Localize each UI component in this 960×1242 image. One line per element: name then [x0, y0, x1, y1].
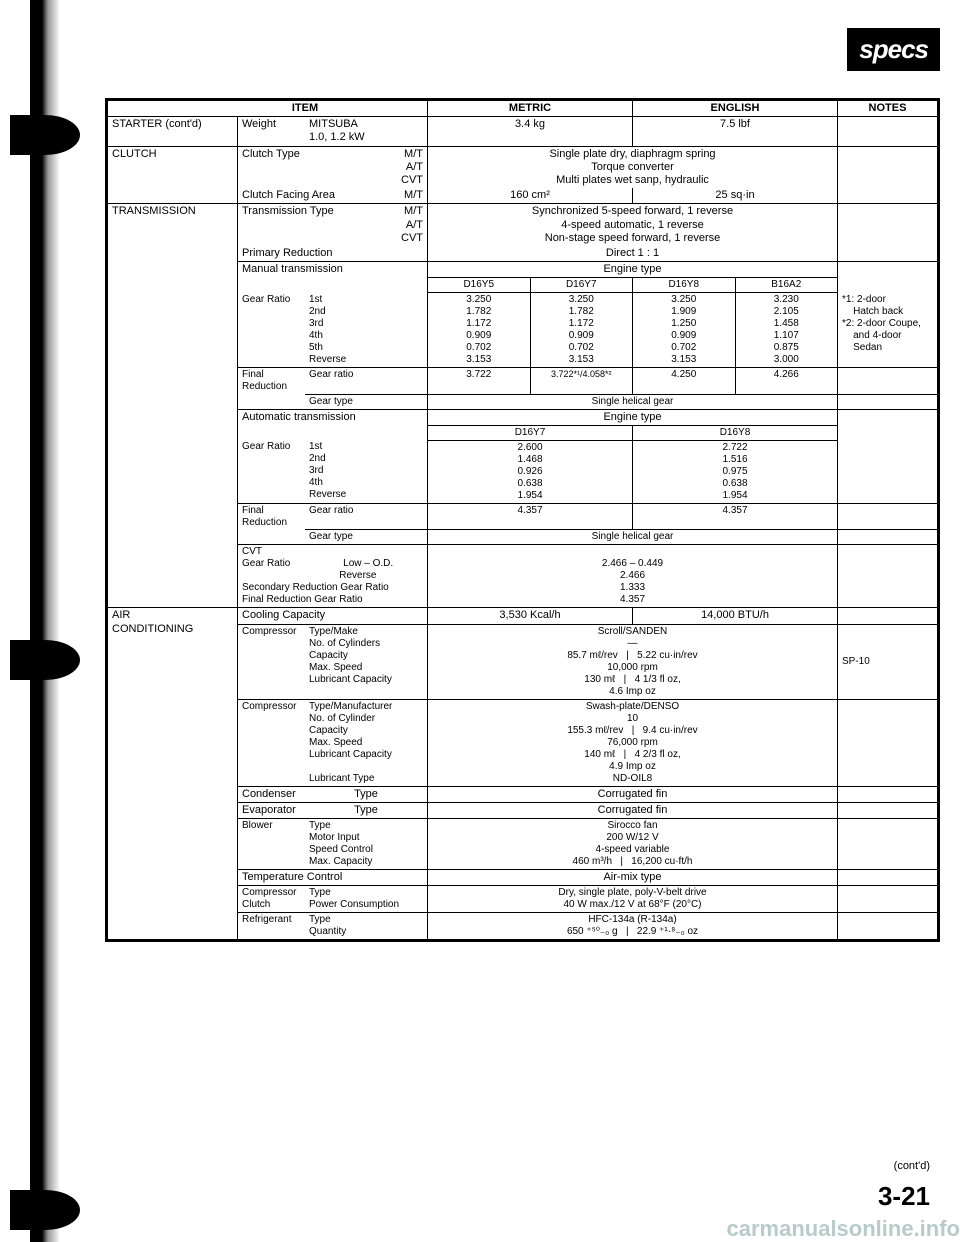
binder-tab — [10, 1190, 80, 1230]
ratios-d16y7: 3.250 1.782 1.172 0.909 0.702 3.153 — [530, 293, 633, 368]
auto-eng-col-d16y7: D16Y7 — [428, 425, 633, 440]
temp-control-val: Air-mix type — [428, 870, 838, 886]
condenser-item: Type — [305, 786, 428, 802]
auto-ratios-d16y7: 2.600 1.468 0.926 0.638 1.954 — [428, 440, 633, 503]
evaporator-label: Evaporator — [238, 802, 306, 818]
cooling-capacity-label: Cooling Capacity — [238, 608, 428, 624]
starter-metric: 3.4 kg — [428, 117, 633, 146]
auto-gear-labels: 1st 2nd 3rd 4th Reverse — [305, 440, 428, 503]
binder-tab — [10, 115, 80, 155]
blower-vals: Sirocco fan 200 W/12 V 4-speed variable … — [428, 819, 838, 870]
watermark: carmanualsonline.info — [727, 1216, 960, 1242]
section-air-conditioning: AIR CONDITIONING — [108, 608, 238, 940]
ratios-b16a2: 3.230 2.105 1.458 1.107 0.875 3.000 — [735, 293, 838, 368]
page-binding-edge — [30, 0, 60, 1242]
auto-final-d16y7: 4.357 — [428, 503, 633, 530]
starter-item: MITSUBA 1.0, 1.2 kW — [305, 117, 373, 146]
evaporator-item: Type — [305, 802, 428, 818]
gear-labels: 1st 2nd 3rd 4th 5th Reverse — [305, 293, 428, 368]
clutch-facing-metric: 160 cm² — [428, 188, 633, 204]
col-english: ENGLISH — [633, 101, 838, 117]
condenser-label: Condenser — [238, 786, 306, 802]
col-code — [373, 101, 428, 117]
compressor-clutch-label: Compressor Clutch — [238, 886, 306, 913]
section-starter: STARTER (cont'd) — [108, 117, 238, 146]
auto-gear-ratio-label: Gear Ratio — [238, 440, 306, 503]
trans-type-label: Transmission Type — [238, 204, 373, 246]
final-reduction-label: Final Reduction — [238, 368, 306, 395]
final-red-d16y5: 3.722 — [428, 368, 531, 395]
eng-col-b16a2: B16A2 — [735, 278, 838, 293]
clutch-facing-label: Clutch Facing Area — [238, 188, 373, 204]
evaporator-val: Corrugated fin — [428, 802, 838, 818]
compressor-clutch-items: Type Power Consumption — [305, 886, 428, 913]
condenser-val: Corrugated fin — [428, 786, 838, 802]
manual-trans-label: Manual transmission — [238, 262, 428, 293]
clutch-type-label: Clutch Type — [238, 146, 373, 188]
cvt-block: CVT Gear Ratio Low – O.D. Reverse Second… — [238, 545, 428, 608]
compressor2-items: Type/Manufacturer No. of Cylinder Capaci… — [305, 699, 428, 786]
eng-col-d16y7: D16Y7 — [530, 278, 633, 293]
auto-eng-col-d16y8: D16Y8 — [633, 425, 838, 440]
cooling-capacity-metric: 3,530 Kcal/h — [428, 608, 633, 624]
compressor2-vals: Swash-plate/DENSO 10 155.3 mℓ/rev | 9.4 … — [428, 699, 838, 786]
final-red-b16a2: 4.266 — [735, 368, 838, 395]
clutch-type-codes: M/T A/T CVT — [373, 146, 428, 188]
auto-final-red-label: Final Reduction — [238, 503, 306, 530]
section-transmission: TRANSMISSION — [108, 204, 238, 608]
auto-ratios-d16y8: 2.722 1.516 0.975 0.638 1.954 — [633, 440, 838, 503]
specs-badge: specs — [847, 28, 940, 71]
eng-col-d16y5: D16Y5 — [428, 278, 531, 293]
primary-reduction-val: Direct 1 : 1 — [428, 246, 838, 262]
page-number: 3-21 — [878, 1181, 930, 1212]
auto-gear-ratio-sub: Gear ratio — [305, 503, 428, 530]
final-red-d16y7: 3.722*¹/4.058*² — [530, 368, 633, 395]
section-clutch: CLUTCH — [108, 146, 238, 204]
compressor1-vals: Scroll/SANDEN — 85.7 mℓ/rev | 5.22 cu·in… — [428, 624, 838, 699]
starter-weight-label: Weight — [238, 117, 306, 146]
engine-type-label: Engine type — [428, 262, 838, 278]
compressor1-label: Compressor — [238, 624, 306, 699]
refrigerant-items: Type Quantity — [305, 913, 428, 940]
cooling-capacity-english: 14,000 BTU/h — [633, 608, 838, 624]
col-metric: METRIC — [428, 101, 633, 117]
binder-tab — [10, 640, 80, 680]
clutch-facing-english: 25 sq·in — [633, 188, 838, 204]
manual-notes: *1: 2-door Hatch back *2: 2-door Coupe, … — [838, 293, 938, 368]
col-item: ITEM — [238, 101, 373, 117]
refrigerant-label: Refrigerant — [238, 913, 306, 940]
blower-items: Type Motor Input Speed Control Max. Capa… — [305, 819, 428, 870]
final-red-d16y8: 4.250 — [633, 368, 736, 395]
compressor1-items: Type/Make No. of Cylinders Capacity Max.… — [305, 624, 428, 699]
auto-gear-type-sub: Gear type — [305, 530, 428, 545]
clutch-facing-code: M/T — [373, 188, 428, 204]
gear-type-val-auto: Single helical gear — [428, 530, 838, 545]
gear-type-sub: Gear type — [305, 394, 428, 409]
eng-col-d16y8: D16Y8 — [633, 278, 736, 293]
trans-type-vals: Synchronized 5-speed forward, 1 reverse … — [428, 204, 838, 246]
ratios-d16y8: 3.250 1.909 1.250 0.909 0.702 3.153 — [633, 293, 736, 368]
ratios-d16y5: 3.250 1.782 1.172 0.909 0.702 3.153 — [428, 293, 531, 368]
continued-marker: (cont'd) — [894, 1160, 930, 1172]
compressor-clutch-vals: Dry, single plate, poly-V-belt drive 40 … — [428, 886, 838, 913]
gear-type-val-manual: Single helical gear — [428, 394, 838, 409]
clutch-type-vals: Single plate dry, diaphragm spring Torqu… — [428, 146, 838, 188]
temp-control-label: Temperature Control — [238, 870, 428, 886]
starter-english: 7.5 lbf — [633, 117, 838, 146]
gear-ratio-label: Gear Ratio — [238, 293, 306, 368]
compressor2-label: Compressor — [238, 699, 306, 786]
blower-label: Blower — [238, 819, 306, 870]
refrigerant-vals: HFC-134a (R-134a) 650 ⁺⁵⁰₋₀ g | 22.9 ⁺¹·… — [428, 913, 838, 940]
trans-type-codes: M/T A/T CVT — [373, 204, 428, 246]
specs-table: ITEM METRIC ENGLISH NOTES STARTER (cont'… — [105, 98, 940, 942]
engine-type-label-auto: Engine type — [428, 409, 838, 425]
gear-ratio-sub: Gear ratio — [305, 368, 428, 395]
auto-trans-label: Automatic transmission — [238, 409, 428, 440]
col-section — [108, 101, 238, 117]
cvt-values: 2.466 – 0.449 2.466 1.333 4.357 — [428, 545, 838, 608]
col-notes: NOTES — [838, 101, 938, 117]
compressor1-note: SP-10 — [838, 624, 938, 699]
auto-final-d16y8: 4.357 — [633, 503, 838, 530]
primary-reduction-label: Primary Reduction — [238, 246, 428, 262]
